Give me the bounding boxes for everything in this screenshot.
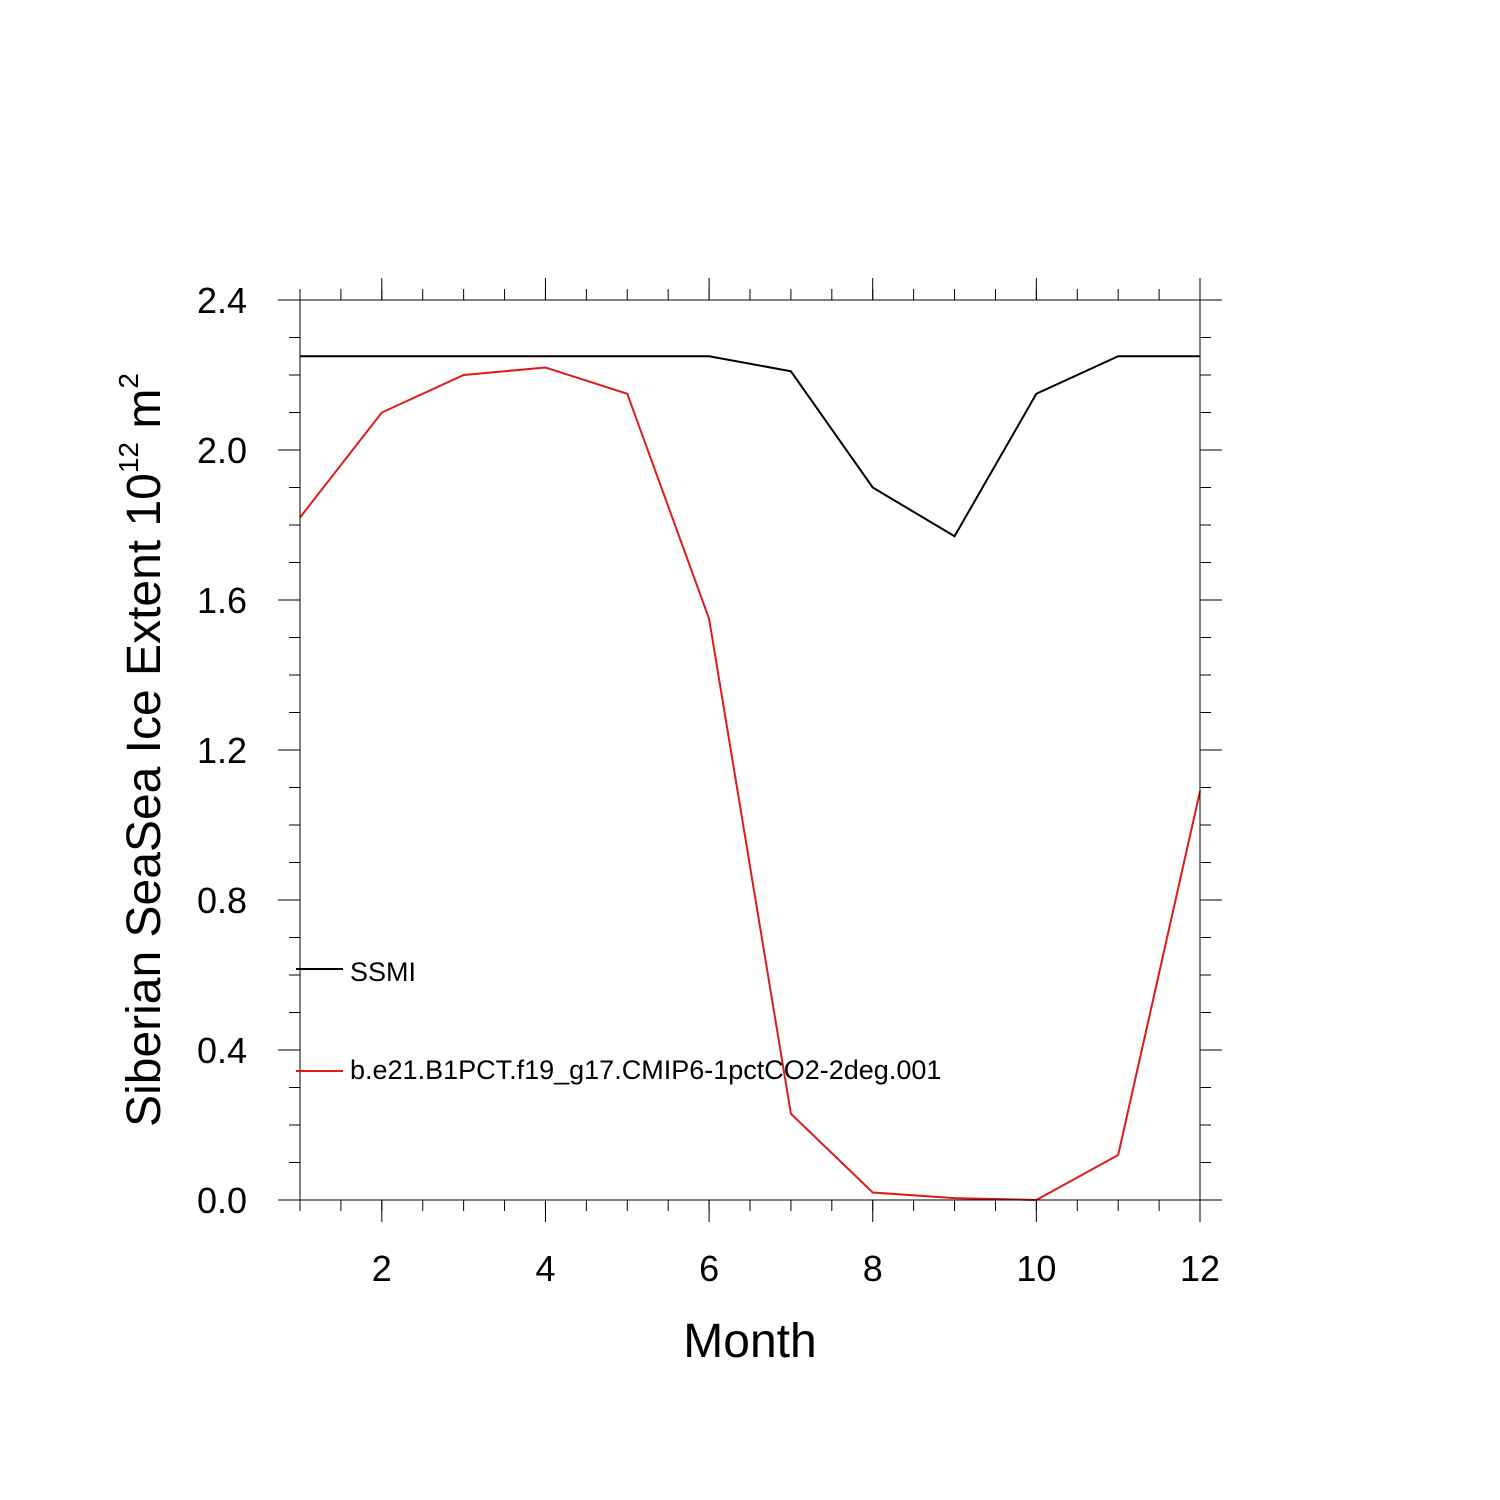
y-tick-label: 2.4 xyxy=(197,280,247,321)
legend-label-model: b.e21.B1PCT.f19_g17.CMIP6-1pctCO2-2deg.0… xyxy=(350,1055,941,1085)
series-line-model xyxy=(299,366,1201,1202)
y-tick-label: 0.4 xyxy=(197,1030,247,1071)
x-tick-label: 2 xyxy=(372,1248,392,1289)
y-tick-label: 2.0 xyxy=(197,430,247,471)
y-axis-label-unit: m xyxy=(118,389,171,442)
y-axis-label-unit-exponent: 2 xyxy=(113,373,144,389)
plot-frame xyxy=(299,299,1201,1201)
y-axis-label: Siberian SeaSea Ice Extent 1012 m2 xyxy=(113,373,171,1127)
x-axis-label: Month xyxy=(683,1315,816,1368)
y-tick-label: 0.8 xyxy=(197,880,247,921)
y-tick-label: 0.0 xyxy=(197,1180,247,1221)
x-tick-label: 4 xyxy=(535,1248,555,1289)
x-tick-label: 10 xyxy=(1016,1248,1056,1289)
series-line-ssmi xyxy=(300,355,1200,538)
y-tick-label: 1.6 xyxy=(197,580,247,621)
x-tick-label: 12 xyxy=(1180,1248,1220,1289)
y-tick-label: 1.2 xyxy=(197,730,247,771)
legend: SSMI b.e21.B1PCT.f19_g17.CMIP6-1pctCO2-2… xyxy=(296,957,941,1085)
major-ticks xyxy=(278,278,1222,1222)
x-tick-labels: 2 4 6 8 10 12 xyxy=(372,1248,1220,1289)
x-tick-label: 6 xyxy=(699,1248,719,1289)
legend-label-ssmi: SSMI xyxy=(350,957,416,987)
y-axis-label-main: Siberian SeaSea Ice Extent 10 xyxy=(118,473,171,1127)
x-tick-label: 8 xyxy=(863,1248,883,1289)
series-lines xyxy=(299,355,1201,1202)
y-axis-label-exponent: 12 xyxy=(113,442,144,473)
y-tick-labels: 0.0 0.4 0.8 1.2 1.6 2.0 2.4 xyxy=(197,280,247,1221)
